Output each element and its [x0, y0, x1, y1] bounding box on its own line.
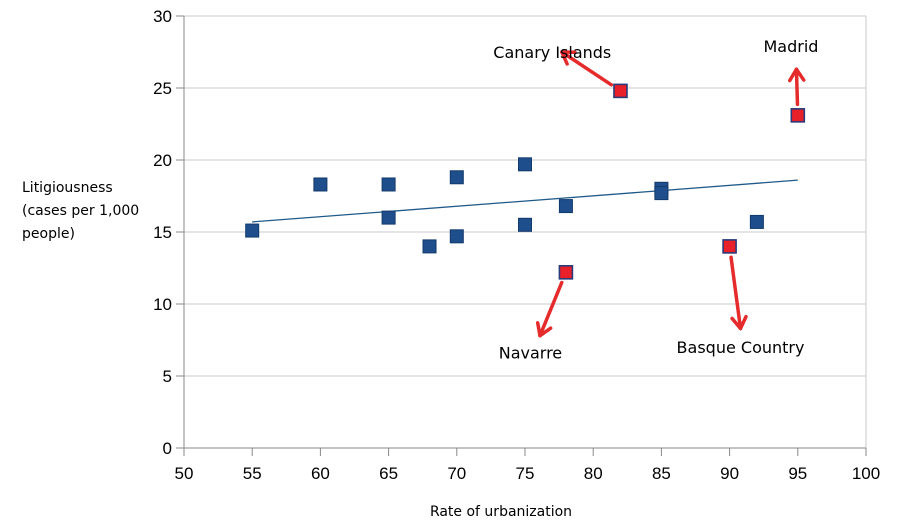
- data-point: [313, 177, 328, 192]
- highlighted-data-point: [558, 265, 574, 280]
- y-tick-labels: 0 5 10 15 20 25 30: [153, 7, 172, 458]
- trendline-group: [252, 179, 798, 223]
- y-tick-label: 0: [163, 439, 172, 458]
- annotation-arrow-shaft: [538, 280, 564, 338]
- y-axis-title-line-2: (cases per 1,000: [22, 203, 139, 219]
- annotation-label: Basque Country: [677, 338, 805, 357]
- x-tick-label: 60: [311, 464, 330, 483]
- data-point: [654, 186, 669, 201]
- data-point: [381, 210, 396, 225]
- data-point: [381, 177, 396, 192]
- annotation-arrow-head: [535, 321, 553, 338]
- data-point: [449, 170, 464, 185]
- data-point: [449, 229, 464, 244]
- annotation-arrow-head: [730, 314, 748, 331]
- x-tick-label: 95: [788, 464, 807, 483]
- annotation-arrow-head: [560, 50, 577, 66]
- annotation-arrow-shaft: [560, 50, 614, 87]
- y-tick-label: 15: [153, 223, 172, 242]
- annotation-label: Canary Islands: [493, 43, 611, 62]
- y-tick-label: 5: [163, 367, 172, 386]
- data-point: [422, 239, 437, 254]
- data-point: [518, 217, 532, 232]
- x-tick-labels: 50 55 60 65 70 75 80 85 90 95 100: [175, 464, 881, 483]
- x-tick-label: 90: [720, 464, 739, 483]
- trendline: [252, 179, 798, 223]
- data-point: [518, 157, 532, 172]
- annotation-arrow-shaft: [729, 255, 743, 331]
- x-tick-label: 100: [852, 464, 880, 483]
- highlighted-data-point: [722, 239, 737, 254]
- data-point: [749, 214, 764, 229]
- annotation-labels: Canary Islands Madrid Navarre Basque Countr…: [493, 37, 818, 363]
- x-tick-label: 70: [447, 464, 466, 483]
- x-tick-label: 55: [243, 464, 262, 483]
- data-point: [245, 223, 260, 238]
- x-tick-label: 50: [175, 464, 194, 483]
- y-tick-label: 10: [153, 295, 172, 314]
- highlighted-data-point: [613, 83, 628, 99]
- annotation-arrows: [535, 50, 806, 338]
- x-tick-label: 85: [652, 464, 671, 483]
- annotation-label: Navarre: [499, 344, 562, 363]
- x-tick-label: 65: [379, 464, 398, 483]
- y-tick-label: 20: [153, 151, 172, 170]
- x-axis-title: Rate of urbanization: [430, 504, 572, 520]
- y-axis-title-line-3: people): [22, 226, 75, 242]
- annotation-arrow-head: [788, 67, 806, 83]
- y-tick-label: 25: [153, 79, 172, 98]
- annotation-arrow-shaft: [794, 67, 800, 107]
- x-tick-label: 75: [516, 464, 535, 483]
- annotation-label: Madrid: [764, 37, 819, 56]
- axes: [183, 16, 867, 456]
- x-tick-label: 80: [584, 464, 603, 483]
- y-tick-label: 30: [153, 7, 172, 26]
- highlighted-data-point: [790, 108, 806, 123]
- data-point: [558, 199, 573, 214]
- gridlines: [176, 15, 867, 449]
- data-points: [245, 83, 806, 280]
- y-axis-title-line-1: Litigiousness: [22, 180, 113, 196]
